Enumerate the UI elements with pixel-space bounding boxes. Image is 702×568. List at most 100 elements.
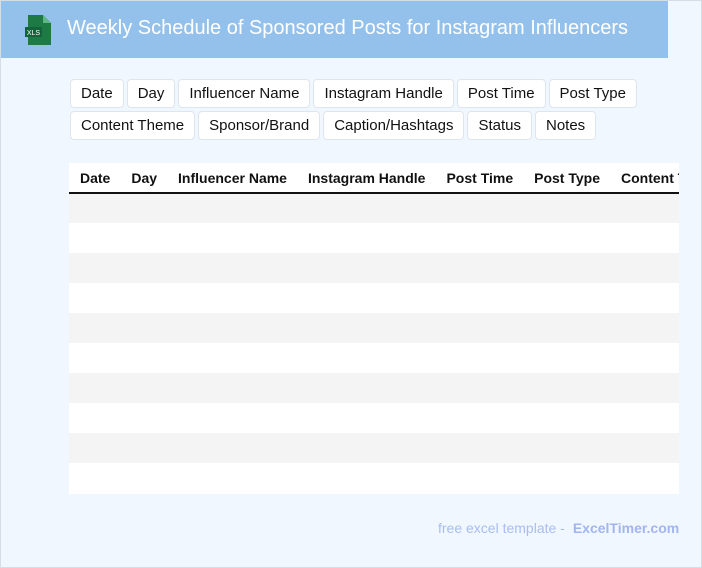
table-cell[interactable]	[297, 283, 435, 313]
table-cell[interactable]	[435, 283, 523, 313]
column-chip[interactable]: Caption/Hashtags	[323, 111, 465, 140]
table-cell[interactable]	[610, 313, 679, 343]
table-row	[69, 253, 679, 283]
table-cell[interactable]	[297, 343, 435, 373]
table-cell[interactable]	[610, 223, 679, 253]
table-cell[interactable]	[167, 193, 297, 223]
column-chip[interactable]: Post Time	[456, 79, 546, 108]
column-chips: Date Day Influencer Name Instagram Handle Po…	[70, 79, 640, 140]
table-cell[interactable]	[523, 403, 610, 433]
table-cell[interactable]	[296, 193, 436, 223]
table-cell[interactable]	[167, 403, 297, 433]
table-cell[interactable]	[69, 313, 121, 343]
column-chip[interactable]: Date	[70, 79, 124, 108]
table-cell[interactable]	[610, 283, 679, 313]
table-row	[69, 433, 679, 463]
table-cell[interactable]	[167, 313, 297, 343]
table-cell[interactable]	[435, 463, 523, 493]
table-cell[interactable]	[167, 433, 297, 463]
table-cell[interactable]	[167, 373, 297, 403]
table-cell[interactable]	[523, 463, 610, 493]
table-cell[interactable]	[120, 313, 168, 343]
table-cell[interactable]	[167, 283, 297, 313]
table-row	[69, 343, 679, 373]
column-header: Content Theme	[610, 163, 679, 194]
table-row	[69, 283, 679, 313]
table-cell[interactable]	[523, 343, 610, 373]
table-cell[interactable]	[435, 313, 524, 343]
table-cell[interactable]	[120, 283, 167, 313]
schedule-table: Date Day Influencer Name Instagram Handle Po…	[69, 163, 679, 494]
table-cell[interactable]	[167, 463, 297, 493]
table-cell[interactable]	[610, 193, 679, 223]
table-cell[interactable]	[435, 253, 524, 283]
table-cell[interactable]	[69, 463, 120, 493]
table-cell[interactable]	[69, 193, 121, 223]
table-cell[interactable]	[120, 223, 167, 253]
table-cell[interactable]	[167, 343, 297, 373]
table-cell[interactable]	[120, 403, 167, 433]
table-cell[interactable]	[120, 373, 168, 403]
table-cell[interactable]	[296, 253, 436, 283]
table-cell[interactable]	[435, 193, 524, 223]
column-chip[interactable]: Day	[126, 79, 176, 108]
table-cell[interactable]	[523, 223, 610, 253]
table-cell[interactable]	[69, 403, 120, 433]
column-chip[interactable]: Post Type	[548, 79, 637, 108]
table-cell[interactable]	[435, 433, 524, 463]
table-cell[interactable]	[523, 313, 610, 343]
table-cell[interactable]	[120, 343, 167, 373]
table-cell[interactable]	[297, 403, 435, 433]
logo-text: XLS	[27, 30, 41, 37]
table-cell[interactable]	[69, 253, 121, 283]
table-cell[interactable]	[69, 283, 120, 313]
excel-file-icon: XLS	[25, 15, 51, 45]
column-chip[interactable]: Instagram Handle	[313, 79, 454, 108]
table-cell[interactable]	[120, 463, 167, 493]
table-cell[interactable]	[296, 373, 436, 403]
column-chip[interactable]: Notes	[534, 111, 597, 140]
table-cell[interactable]	[120, 433, 168, 463]
table-cell[interactable]	[69, 343, 120, 373]
table-cell[interactable]	[69, 373, 121, 403]
table-cell[interactable]	[297, 223, 435, 253]
column-chip[interactable]: Status	[467, 111, 532, 140]
column-header: Influencer Name	[167, 163, 297, 194]
table-cell[interactable]	[69, 433, 121, 463]
table-cell[interactable]	[523, 253, 610, 283]
table-cell[interactable]	[167, 223, 297, 253]
table-row	[69, 403, 679, 433]
table-cell[interactable]	[120, 253, 168, 283]
table-cell[interactable]	[610, 403, 679, 433]
table-cell[interactable]	[610, 343, 679, 373]
table-cell[interactable]	[610, 433, 679, 463]
table-row	[69, 373, 679, 403]
column-chip[interactable]: Sponsor/Brand	[198, 111, 321, 140]
table-cell[interactable]	[435, 373, 524, 403]
table-cell[interactable]	[523, 283, 610, 313]
table-cell[interactable]	[167, 253, 297, 283]
table-cell[interactable]	[297, 463, 435, 493]
table-cell[interactable]	[435, 403, 523, 433]
footer: free excel template - ExcelTimer.com	[438, 520, 679, 536]
column-header: Post Time	[435, 163, 524, 194]
table-cell[interactable]	[523, 373, 610, 403]
table-row	[69, 193, 679, 223]
column-header: Instagram Handle	[296, 163, 436, 194]
column-chip[interactable]: Content Theme	[70, 111, 196, 140]
column-chip[interactable]: Influencer Name	[178, 79, 311, 108]
title-banner: XLS Weekly Schedule of Sponsored Posts f…	[1, 1, 668, 58]
table-cell[interactable]	[435, 343, 523, 373]
table-cell[interactable]	[610, 373, 679, 403]
table-cell[interactable]	[296, 313, 436, 343]
table-cell[interactable]	[610, 463, 679, 493]
table-cell[interactable]	[523, 193, 610, 223]
table-cell[interactable]	[69, 223, 120, 253]
table-cell[interactable]	[296, 433, 436, 463]
footer-brand-link[interactable]: ExcelTimer.com	[572, 520, 680, 536]
table-cell[interactable]	[610, 253, 679, 283]
table-cell[interactable]	[523, 433, 610, 463]
table-cell[interactable]	[435, 223, 523, 253]
footer-text: free excel template -	[438, 520, 565, 536]
table-cell[interactable]	[120, 193, 168, 223]
